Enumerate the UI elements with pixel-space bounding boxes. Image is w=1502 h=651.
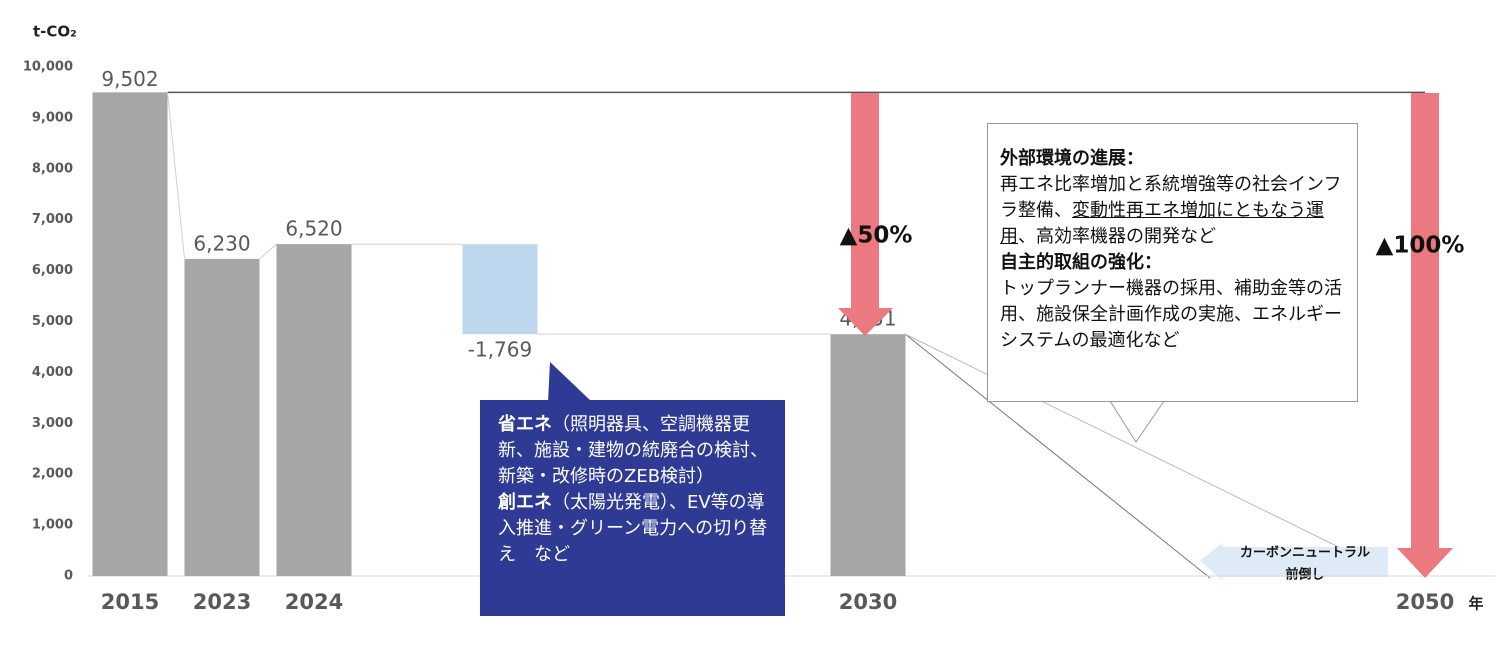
paragraph: 省エネ（照明器具、空調機器更新、施設・建物の統廃合の検討、新築・改修時のZEB検…	[498, 412, 771, 490]
value-label: 6,230	[193, 231, 250, 255]
callout-pointer	[548, 362, 592, 402]
x-unit: 年	[1468, 595, 1483, 613]
bar	[92, 92, 168, 576]
annotation: ▲100%	[1376, 233, 1465, 259]
callout-pointer	[1109, 400, 1165, 443]
value-label: -1,769	[468, 338, 532, 362]
connector	[904, 333, 1366, 561]
y-tick-label: 9,000	[32, 110, 73, 125]
bar	[462, 244, 538, 335]
connector	[167, 92, 185, 259]
text: （太陽光発電）、EV等の導入推進・グリーン電力への切り替え など	[498, 492, 768, 565]
heading: 外部環境の進展：	[1000, 148, 1144, 169]
y-tick-label: 10,000	[23, 60, 73, 75]
callout-factors: 外部環境の進展： 再エネ比率増加と系統増強等の社会インフラ整備、変動性再エネ増加に…	[987, 123, 1358, 402]
cn-arrow	[1200, 543, 1388, 580]
heading: 自主的取組の強化：	[1000, 252, 1162, 273]
text: （照明器具、空調機器更新、施設・建物の統廃合の検討、新築・改修時のZEB検討）	[498, 414, 768, 487]
x-tick-label: 2023	[193, 590, 251, 614]
connector	[259, 243, 277, 260]
y-tick-label: 6,000	[32, 263, 73, 278]
y-tick-label: 3,000	[32, 416, 73, 431]
text: 、高効率機器の開発など	[1018, 226, 1216, 247]
x-tick-label: 2030	[839, 590, 897, 614]
y-axis-label: t-CO₂	[33, 23, 77, 41]
bar	[830, 334, 906, 576]
text: トップランナー機器の採用、補助金等の活用、施設保全計画作成の実施、エネルギーシス…	[1000, 278, 1342, 351]
text: 変動性再エネ増加にともなう運用	[1000, 200, 1324, 247]
annotation: ▲50%	[840, 223, 913, 249]
paragraph: 再エネ比率増加と系統増強等の社会インフラ整備、変動性再エネ増加にともなう運用、高…	[1000, 172, 1347, 250]
y-tick-label: 2,000	[32, 467, 73, 482]
x-tick-label: 2050	[1396, 590, 1454, 614]
y-tick-label: 8,000	[32, 161, 73, 176]
paragraph: 創エネ（太陽光発電）、EV等の導入推進・グリーン電力への切り替え など	[498, 490, 771, 568]
bar	[276, 244, 352, 576]
reduction-arrow	[838, 93, 893, 336]
connector	[904, 333, 1211, 579]
x-tick-label: 2015	[101, 590, 159, 614]
text: 再エネ比率増加と系統増強等の社会インフラ整備、	[1000, 174, 1342, 221]
cn-label: 前倒し	[1285, 567, 1324, 583]
y-tick-label: 1,000	[32, 518, 73, 533]
reduction-arrow	[1397, 93, 1453, 578]
heading: 創エネ	[498, 492, 552, 513]
value-label: 9,502	[101, 67, 158, 91]
value-label: 6,520	[285, 217, 342, 241]
paragraph: トップランナー機器の採用、補助金等の活用、施設保全計画作成の実施、エネルギーシス…	[1000, 276, 1347, 354]
x-tick-label: 2024	[285, 590, 343, 614]
y-tick-label: 4,000	[32, 365, 73, 380]
heading: 省エネ	[498, 414, 552, 435]
y-tick-label: 0	[64, 569, 73, 584]
y-tick-label: 7,000	[32, 212, 73, 227]
heading-line: 自主的取組の強化：	[1000, 250, 1347, 276]
y-tick-label: 5,000	[32, 314, 73, 329]
callout-measures: 省エネ（照明器具、空調機器更新、施設・建物の統廃合の検討、新築・改修時のZEB検…	[480, 400, 785, 616]
heading-line: 外部環境の進展：	[1000, 146, 1347, 172]
cn-label: カーボンニュートラル	[1240, 545, 1370, 561]
bar	[184, 258, 260, 576]
